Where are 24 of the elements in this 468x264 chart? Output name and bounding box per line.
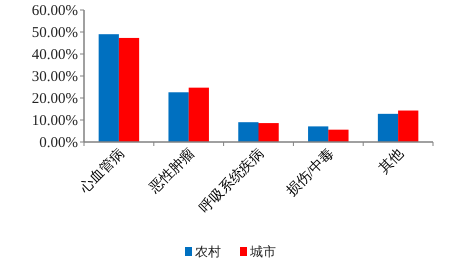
bar <box>98 34 119 142</box>
y-tick-label: 40.00% <box>32 47 78 63</box>
y-tick-label: 50.00% <box>32 25 78 41</box>
y-tick-label: 60.00% <box>32 3 78 19</box>
bar <box>118 38 140 142</box>
bar <box>188 88 209 142</box>
x-tick-label: 恶性肿瘤 <box>146 146 198 198</box>
bar <box>168 92 189 142</box>
bar <box>378 114 398 142</box>
bar <box>258 123 279 142</box>
bar <box>308 126 328 142</box>
x-tick-label: 呼吸系统疾病 <box>196 146 268 216</box>
x-tick-label: 心血管病 <box>76 146 128 198</box>
y-tick-label: 30.00% <box>32 69 78 85</box>
bar <box>238 122 258 142</box>
bar <box>328 130 349 142</box>
x-tick-label: 损伤/中毒 <box>283 146 338 200</box>
y-tick-label: 20.00% <box>32 91 78 107</box>
x-tick-label: 其他 <box>376 146 407 177</box>
legend-label: 城市 <box>249 244 276 259</box>
y-tick-label: 10.00% <box>32 113 78 129</box>
y-tick-label: 0.00% <box>39 135 78 151</box>
bar <box>398 110 418 142</box>
legend-label: 农村 <box>195 244 221 259</box>
